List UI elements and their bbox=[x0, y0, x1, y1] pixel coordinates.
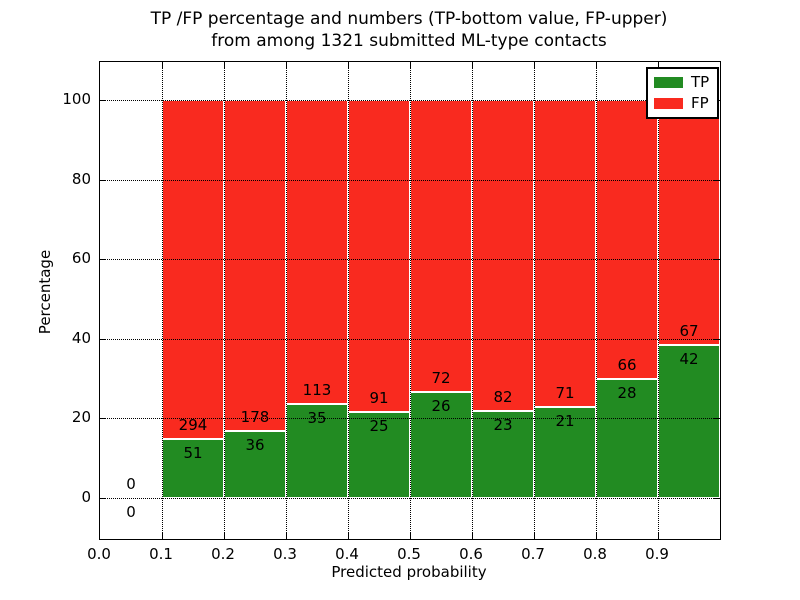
x-tick-mark-top bbox=[410, 62, 411, 68]
x-tick-mark bbox=[410, 533, 411, 539]
bar-fp-count-label: 178 bbox=[240, 408, 270, 427]
bar-fp-count-label: 91 bbox=[369, 389, 389, 408]
x-tick-mark bbox=[224, 533, 225, 539]
x-tick-mark bbox=[658, 533, 659, 539]
bar-tp-count-label: 36 bbox=[245, 436, 265, 455]
y-tick-mark-right bbox=[714, 179, 720, 181]
bar-fp-segment bbox=[286, 100, 348, 404]
gridline-vertical bbox=[224, 62, 225, 539]
bar-tp-count-label: 0 bbox=[126, 503, 136, 521]
y-tick-label: 100 bbox=[62, 90, 91, 108]
gridline-vertical bbox=[410, 62, 411, 539]
bar-fp-segment bbox=[472, 100, 534, 411]
bar-tp-count-label: 51 bbox=[183, 444, 203, 463]
x-tick-mark bbox=[162, 533, 163, 539]
legend-fp-label: FP bbox=[691, 94, 709, 112]
gridline-vertical bbox=[348, 62, 349, 539]
bar-fp-segment bbox=[224, 100, 286, 432]
bar-tp-count-label: 42 bbox=[679, 349, 699, 368]
bar-tp-count-label: 35 bbox=[307, 408, 327, 427]
bar-fp-segment bbox=[596, 100, 658, 380]
x-tick-mark-top bbox=[286, 62, 287, 68]
x-tick-label: 0.6 bbox=[459, 545, 483, 563]
bar-fp-count-label: 72 bbox=[431, 369, 451, 388]
x-tick-mark-top bbox=[472, 62, 473, 68]
y-tick-label: 80 bbox=[71, 169, 91, 188]
legend-item-fp: FP bbox=[654, 96, 712, 111]
bar-fp-count-label: 82 bbox=[493, 387, 513, 406]
x-tick-mark bbox=[348, 533, 349, 539]
bar-tp-count-label: 28 bbox=[617, 384, 637, 403]
y-tick-label: 0 bbox=[81, 488, 91, 506]
bar-tp-segment bbox=[472, 410, 534, 498]
chart-title-line2: from among 1321 submitted ML-type contac… bbox=[211, 31, 607, 51]
x-tick-label: 0.2 bbox=[211, 545, 235, 563]
y-tick-label: 60 bbox=[71, 249, 91, 268]
gridline-vertical bbox=[596, 62, 597, 539]
x-tick-mark bbox=[286, 533, 287, 539]
x-tick-mark-top bbox=[348, 62, 349, 68]
x-tick-mark bbox=[534, 533, 535, 539]
x-tick-label: 0.0 bbox=[87, 545, 111, 563]
y-tick-mark bbox=[100, 418, 106, 420]
legend-tp-label: TP bbox=[691, 73, 710, 91]
gridline-vertical bbox=[472, 62, 473, 539]
x-tick-mark-top bbox=[224, 62, 225, 68]
gridline-vertical bbox=[286, 62, 287, 539]
legend: TP FP bbox=[646, 67, 719, 119]
bar-tp-segment bbox=[658, 344, 720, 498]
x-tick-mark-top bbox=[596, 62, 597, 68]
x-tick-mark-top bbox=[658, 62, 659, 68]
bar-fp-segment bbox=[534, 100, 596, 408]
x-tick-mark bbox=[472, 533, 473, 539]
x-tick-mark-top bbox=[162, 62, 163, 68]
bar-tp-count-label: 21 bbox=[555, 412, 575, 431]
gridline-vertical bbox=[162, 62, 163, 539]
gridline-vertical bbox=[534, 62, 535, 539]
chart-title-line1: TP /FP percentage and numbers (TP-bottom… bbox=[150, 9, 668, 29]
bar-fp-segment bbox=[658, 100, 720, 345]
x-tick-label: 0.7 bbox=[521, 545, 545, 563]
legend-item-tp: TP bbox=[654, 75, 712, 90]
legend-fp-swatch-icon bbox=[654, 98, 683, 109]
y-tick-label: 20 bbox=[71, 408, 91, 427]
bar-tp-segment bbox=[162, 439, 224, 498]
y-tick-mark bbox=[100, 179, 106, 181]
x-tick-label: 0.3 bbox=[273, 545, 297, 563]
chart-title: TP /FP percentage and numbers (TP-bottom… bbox=[99, 8, 719, 52]
y-tick-mark-right bbox=[714, 338, 720, 340]
y-tick-mark bbox=[100, 338, 106, 340]
bar-fp-count-label: 0 bbox=[126, 475, 136, 493]
x-axis-label: Predicted probability bbox=[331, 563, 487, 581]
bar-tp-count-label: 23 bbox=[493, 415, 513, 434]
bar-fp-segment bbox=[410, 100, 472, 393]
x-tick-label: 0.4 bbox=[335, 545, 359, 563]
y-tick-mark bbox=[100, 259, 106, 261]
x-tick-label: 0.9 bbox=[645, 545, 669, 563]
bar-fp-segment bbox=[162, 100, 224, 440]
y-tick-mark bbox=[100, 100, 106, 101]
bar-fp-count-label: 113 bbox=[302, 380, 332, 399]
bar-tp-count-label: 26 bbox=[431, 397, 451, 416]
legend-tp-swatch-icon bbox=[654, 77, 683, 88]
y-tick-mark bbox=[100, 498, 106, 499]
y-tick-label: 40 bbox=[71, 328, 91, 347]
x-tick-mark-top bbox=[534, 62, 535, 68]
x-tick-mark bbox=[596, 533, 597, 539]
bar-fp-segment bbox=[348, 100, 410, 413]
y-tick-mark-right bbox=[714, 498, 720, 499]
gridline-vertical bbox=[658, 62, 659, 539]
bar-fp-count-label: 66 bbox=[617, 356, 637, 375]
x-tick-label: 0.5 bbox=[397, 545, 421, 563]
bar-fp-count-label: 294 bbox=[178, 416, 208, 435]
y-tick-mark-right bbox=[714, 259, 720, 261]
plot-area: 0 0 294 51 178 36 113 35 91 25 72 26 82 23 71 21 66 28 67 4… bbox=[99, 61, 721, 540]
bar-fp-count-label: 67 bbox=[679, 321, 699, 340]
bar-fp-count-label: 71 bbox=[555, 384, 575, 403]
x-tick-label: 0.1 bbox=[149, 545, 173, 563]
x-tick-label: 0.8 bbox=[583, 545, 607, 563]
y-tick-mark-right bbox=[714, 418, 720, 420]
bar-tp-count-label: 25 bbox=[369, 417, 389, 436]
